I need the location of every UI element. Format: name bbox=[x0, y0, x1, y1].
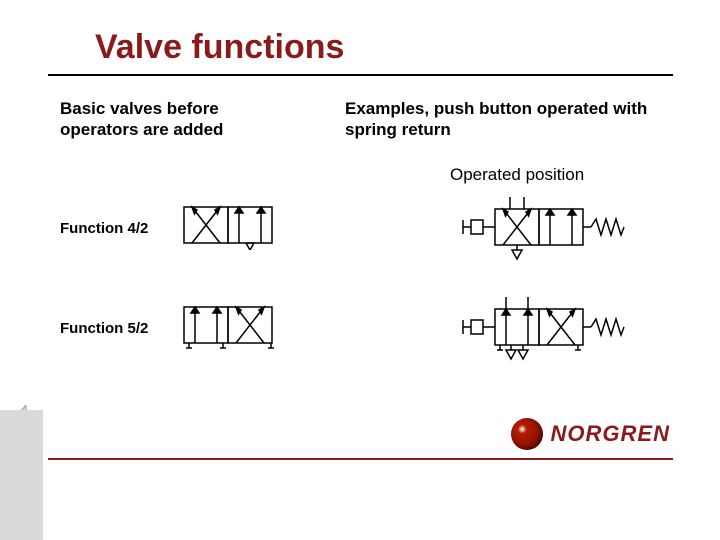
footer-underline bbox=[48, 458, 673, 460]
slide-title: Valve functions bbox=[95, 28, 344, 67]
schematic-operated-4-2 bbox=[455, 192, 635, 262]
norgren-logo: NORGREN bbox=[511, 418, 670, 450]
norgren-logo-mark bbox=[511, 418, 543, 450]
subtitle-basic: Basic valves before operators are added bbox=[60, 98, 290, 141]
operated-position-label: Operated position bbox=[450, 165, 584, 185]
subtitle-examples: Examples, push button operated with spri… bbox=[345, 98, 655, 141]
schematic-operated-5-2 bbox=[455, 292, 635, 362]
function-5-2-label: Function 5/2 bbox=[60, 320, 148, 337]
left-gutter-bar bbox=[0, 410, 43, 540]
function-4-2-label: Function 4/2 bbox=[60, 220, 148, 237]
title-underline bbox=[48, 74, 673, 76]
norgren-logo-text: NORGREN bbox=[551, 421, 670, 447]
schematic-basic-4-2 bbox=[180, 200, 280, 250]
schematic-basic-5-2 bbox=[180, 300, 280, 350]
